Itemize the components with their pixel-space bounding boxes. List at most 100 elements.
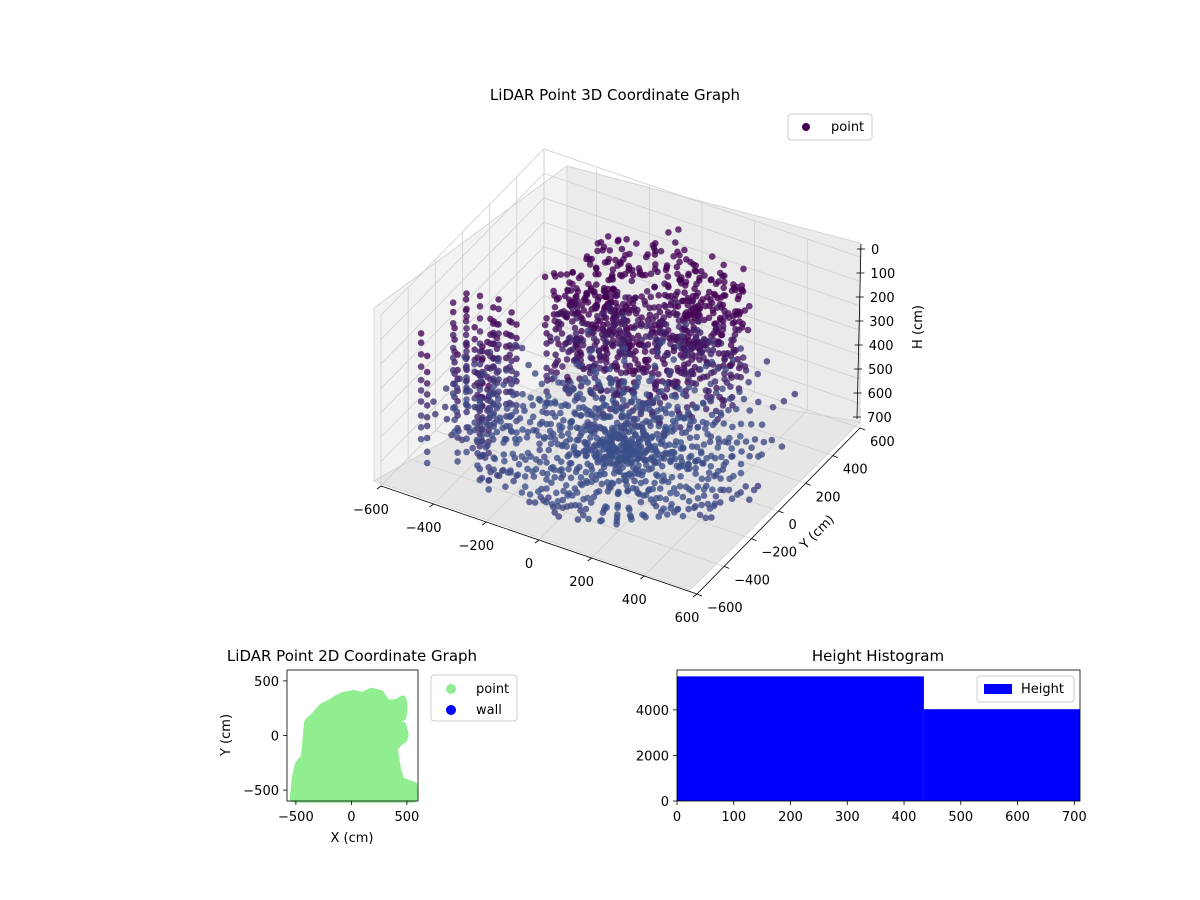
chart-3d-point [595, 488, 603, 495]
chart-3d-point [607, 375, 614, 382]
chart-3d-point [599, 247, 606, 254]
chart-3d-point [486, 391, 493, 399]
chart-3d-point [423, 352, 431, 360]
histogram-bar [923, 709, 1080, 801]
chart-3d-point [495, 330, 502, 337]
chart-3d-point [562, 438, 570, 446]
chart-3d-point [471, 382, 479, 389]
chart-3d-point [508, 309, 515, 316]
chart-3d-point [595, 348, 603, 355]
chart-3d-point [677, 439, 685, 446]
chart-3d-point [727, 341, 735, 349]
chart-3d-point [562, 482, 570, 489]
chart-3d-point [559, 345, 566, 353]
chart-3d-point [624, 487, 631, 495]
chart-3d-point [708, 369, 715, 377]
chart-3d-point [555, 318, 562, 326]
chart-3d-point [724, 349, 731, 357]
chart-3d-point [677, 462, 684, 470]
chart-3d-point [780, 397, 788, 405]
chart-3d-point [643, 461, 650, 469]
chart-3d-point [601, 427, 609, 434]
chart-3d-point [633, 240, 640, 247]
chart-3d-point [539, 408, 546, 416]
chart-3d-point [702, 362, 710, 370]
histogram-x-tick-label: 0 [673, 810, 681, 825]
chart-3d-point [728, 336, 735, 344]
chart-3d-point [553, 335, 561, 343]
chart-3d-point [469, 444, 477, 452]
chart-3d-point [567, 347, 574, 354]
chart-3d-point [680, 361, 688, 369]
chart-3d-point [451, 428, 458, 436]
chart-3d-point [742, 367, 750, 374]
chart-3d-point [700, 460, 707, 467]
chart-3d-point [545, 446, 552, 454]
chart-3d-point [711, 340, 718, 348]
chart-3d-point [719, 322, 727, 330]
histogram-x-tick-label: 500 [948, 810, 973, 825]
chart-3d-point [659, 338, 666, 345]
chart-3d-point [509, 450, 517, 458]
chart-3d-point [688, 298, 696, 305]
chart-3d-gridline-z [380, 295, 861, 462]
chart-3d-point [543, 476, 550, 483]
chart-3d-point [720, 261, 727, 269]
chart-3d-point [609, 397, 617, 404]
chart-3d-point [697, 366, 704, 373]
chart-3d-point [642, 301, 649, 308]
chart-3d-point [750, 486, 758, 494]
chart-3d-point [605, 413, 612, 420]
chart-3d-point [747, 420, 755, 428]
chart-3d-point [707, 463, 715, 470]
chart-3d-point [662, 496, 670, 503]
chart-3d-point [685, 375, 692, 383]
chart-3d-point [740, 265, 747, 273]
chart-3d-point [739, 354, 747, 361]
chart-3d-point [543, 459, 550, 466]
chart-3d-point [714, 444, 722, 451]
chart-3d-point [677, 473, 684, 480]
chart-3d-point [680, 390, 687, 398]
chart-3d-point [490, 466, 498, 474]
chart-3d-point [547, 440, 555, 448]
chart-3d-point [662, 352, 669, 360]
chart-3d-point [577, 272, 585, 280]
chart-3d-z-tick-label: 600 [868, 387, 893, 402]
chart-2d-y-ticks: 500 0 −500 [243, 675, 287, 799]
chart-3d-point [709, 486, 716, 494]
chart-3d-point [423, 402, 431, 409]
chart-3d-point [449, 299, 457, 307]
chart-3d-point [495, 305, 502, 313]
histogram-legend-box [976, 675, 1075, 703]
chart-3d-point [532, 465, 540, 473]
chart-3d-point [575, 404, 583, 412]
chart-3d-point [417, 398, 425, 405]
chart-3d-point [473, 436, 481, 444]
chart-3d-point [613, 292, 621, 299]
chart-3d-point [717, 411, 725, 419]
chart-3d-point [715, 435, 722, 443]
chart-3d-point [554, 311, 561, 318]
chart-3d-x-tick [482, 521, 487, 526]
chart-3d-point [476, 386, 484, 393]
chart-3d-point [645, 401, 653, 409]
chart-3d-point [643, 447, 650, 454]
chart-3d-point [598, 517, 605, 524]
chart-3d-point [531, 499, 539, 506]
chart-3d-point [679, 444, 687, 451]
chart-3d-point [550, 270, 558, 277]
chart-3d-point [694, 495, 702, 502]
chart-3d-point [721, 375, 728, 383]
chart-3d-point [471, 395, 479, 402]
chart-3d-point [719, 385, 726, 393]
chart-3d-point [682, 321, 690, 328]
chart-3d-point [619, 464, 626, 471]
chart-3d-point [632, 294, 639, 302]
histogram-bar [677, 676, 924, 801]
chart-3d-point [693, 443, 701, 451]
chart-3d-point [609, 480, 617, 488]
chart-3d-gridline-z [380, 270, 861, 438]
chart-3d-point [430, 398, 437, 406]
chart-3d-point [510, 477, 517, 485]
